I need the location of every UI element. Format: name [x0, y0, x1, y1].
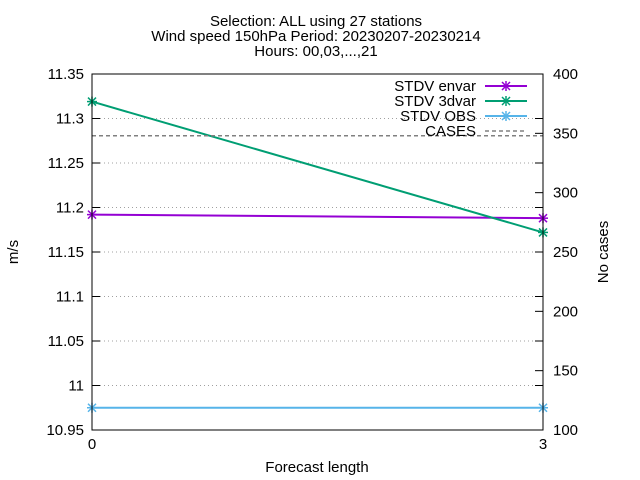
y2-tick-label: 350 [553, 125, 578, 142]
grid [92, 118, 543, 386]
y2-tick-label: 250 [553, 244, 578, 261]
series-line [91, 213, 544, 220]
title-line-3: Hours: 00,03,...,21 [254, 43, 377, 60]
series-line [91, 100, 544, 234]
series-layer [87, 96, 548, 413]
legend-label: STDV 3dvar [394, 93, 476, 110]
title-line-1: Selection: ALL using 27 stations [210, 13, 422, 30]
y-tick-label: 11.35 [48, 66, 84, 83]
series-0 [87, 209, 548, 224]
legend-label: CASES [425, 123, 476, 140]
legend-label: STDV envar [394, 78, 476, 95]
y-tick-label: 10.95 [46, 422, 84, 439]
legend-label: STDV OBS [400, 108, 476, 125]
y-axis-label: m/s [5, 240, 22, 264]
x-tick-label: 0 [88, 436, 96, 453]
legend-marker [501, 81, 511, 91]
y2-axis-label: No cases [595, 221, 612, 284]
y-axis: 10.95 11 11.05 11.1 11.15 11.2 11.25 11.3 11.35 [46, 66, 543, 439]
y2-tick-label: 300 [553, 185, 578, 202]
chart-title: Selection: ALL using 27 stations Wind sp… [151, 13, 480, 60]
x-axis-label: Forecast length [265, 459, 368, 476]
legend-marker [501, 96, 511, 106]
title-line-2: Wind speed 150hPa Period: 20230207-20230… [151, 28, 480, 45]
y-tick-label: 11 [68, 378, 84, 395]
y2-tick-label: 150 [553, 363, 578, 380]
y-tick-label: 11.3 [56, 111, 84, 128]
series-2 [87, 402, 548, 413]
y2-tick-label: 400 [553, 66, 578, 83]
y-tick-label: 11.1 [56, 289, 84, 306]
legend-marker [501, 111, 511, 121]
y2-tick-label: 100 [553, 422, 578, 439]
y2-tick-label: 200 [553, 303, 578, 320]
x-tick-label: 3 [539, 436, 547, 453]
y2-axis: 100 150 200 250 300 350 400 [535, 66, 578, 439]
y-tick-label: 11.15 [48, 244, 84, 261]
y-tick-label: 11.25 [48, 155, 84, 172]
y-tick-label: 11.05 [48, 333, 84, 350]
y-tick-label: 11.2 [56, 200, 84, 217]
